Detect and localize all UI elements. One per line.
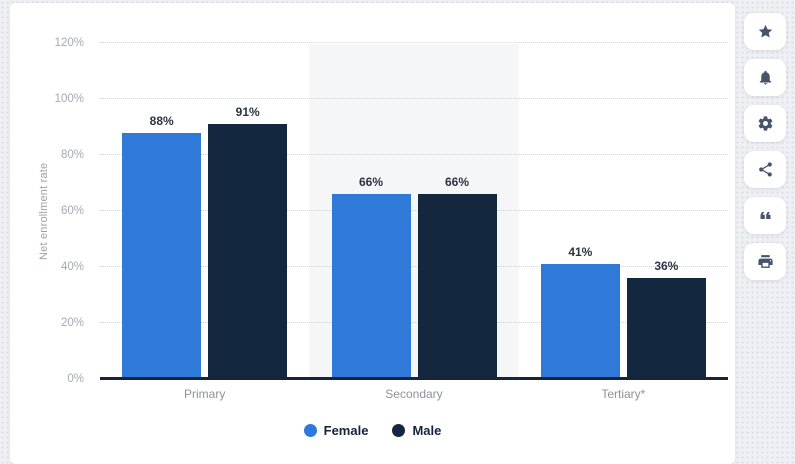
y-tick-label: 40% — [60, 261, 84, 273]
gridline — [100, 42, 728, 43]
x-axis-label: Primary — [183, 387, 226, 401]
settings-button[interactable] — [744, 105, 786, 142]
bar-value-label: 88% — [149, 113, 174, 128]
plot-area: 0% 20% 40% 60% 80% 100% 120% 88% 66% 41% 91% 66% 36%… — [10, 3, 735, 464]
cite-button[interactable] — [744, 197, 786, 234]
gear-icon — [758, 116, 772, 131]
x-axis-label: Tertiary* — [601, 387, 646, 401]
bar-male-secondary[interactable] — [417, 194, 497, 379]
alerts-button[interactable] — [744, 59, 786, 96]
legend-label: Male — [412, 423, 442, 438]
gridline — [100, 98, 728, 99]
legend-marker-female — [303, 424, 317, 437]
bar-value-label: 91% — [235, 105, 260, 120]
print-icon — [757, 255, 773, 268]
bar-female-tertiary[interactable] — [540, 264, 620, 379]
chart-legend: Female Male — [10, 423, 735, 438]
side-toolbar — [744, 13, 786, 280]
star-icon — [758, 24, 772, 38]
share-button[interactable] — [744, 151, 786, 188]
y-tick-label: 0% — [67, 373, 84, 385]
bell-icon — [759, 70, 771, 85]
x-axis-label: Secondary — [385, 387, 443, 401]
y-tick-label: 60% — [60, 205, 84, 217]
y-tick-label: 80% — [60, 149, 84, 161]
y-tick-label: 120% — [54, 37, 84, 49]
y-tick-label: 100% — [54, 93, 84, 105]
bar-female-primary[interactable] — [122, 132, 202, 379]
gridline — [100, 266, 728, 267]
bar-value-label: 66% — [444, 175, 470, 190]
favorite-button[interactable] — [744, 13, 786, 50]
quote-icon — [760, 211, 770, 220]
x-axis-line — [100, 377, 728, 380]
bar-female-secondary[interactable] — [331, 194, 411, 379]
share-icon — [758, 162, 772, 177]
gridline — [100, 322, 728, 323]
print-button[interactable] — [744, 243, 786, 280]
legend-label: Female — [323, 423, 369, 438]
bar-value-label: 66% — [358, 175, 384, 190]
gridline — [100, 154, 728, 155]
y-tick-label: 20% — [60, 317, 84, 329]
bar-male-tertiary[interactable] — [626, 278, 706, 379]
bar-value-label: 41% — [568, 245, 593, 260]
legend-item-female[interactable]: Female — [303, 423, 369, 438]
gridline — [100, 210, 728, 211]
legend-marker-male — [392, 424, 406, 437]
chart-card: Net enrollment rate 0% 20% 40% 60% 80% 100% 12… — [10, 3, 735, 464]
bar-value-label: 36% — [654, 259, 679, 274]
bar-male-primary[interactable] — [208, 124, 288, 379]
legend-item-male[interactable]: Male — [392, 423, 441, 438]
